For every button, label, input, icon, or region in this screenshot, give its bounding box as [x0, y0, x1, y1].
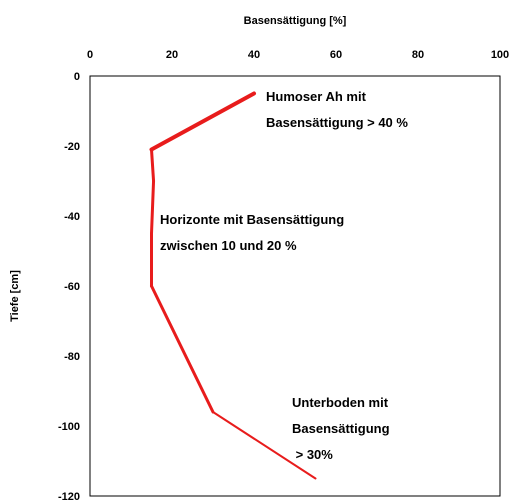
x-tick-label: 20 — [166, 49, 178, 61]
y-tick-label: -80 — [64, 351, 80, 363]
annotations: Humoser Ah mit Basensättigung > 40 % Horiz… — [160, 89, 408, 462]
annotation-line: zwischen 10 und 20 % — [160, 238, 297, 253]
x-tick-label: 80 — [412, 49, 424, 61]
y-tick-labels: 0 -20 -40 -60 -80 -100 -120 — [58, 71, 80, 503]
y-tick-label: -120 — [58, 491, 80, 503]
annotation-line: Unterboden mit — [292, 395, 389, 410]
annotation: Unterboden mit Basensättigung > 30% — [292, 395, 390, 462]
series-segment — [150, 148, 156, 183]
y-tick-label: 0 — [74, 71, 80, 83]
y-tick-label: -40 — [64, 211, 80, 223]
annotation: Horizonte mit Basensättigung zwischen 10 … — [160, 212, 344, 253]
series-segment — [150, 284, 215, 414]
x-tick-label: 100 — [491, 49, 509, 61]
annotation-line: Basensättigung > 40 % — [266, 115, 408, 130]
y-tick-label: -60 — [64, 281, 80, 293]
series-layer — [149, 91, 317, 480]
annotation-line: Humoser Ah mit — [266, 89, 367, 104]
y-tick-label: -20 — [64, 141, 80, 153]
annotation-line: > 30% — [292, 447, 333, 462]
y-axis-label: Tiefe [cm] — [9, 270, 21, 322]
annotation-line: Basensättigung — [292, 421, 390, 436]
series-segment — [150, 179, 156, 235]
x-tick-label: 0 — [87, 49, 93, 61]
x-tick-labels: 0 20 40 60 80 100 — [87, 49, 509, 61]
x-tick-label: 60 — [330, 49, 342, 61]
series-segment — [212, 411, 317, 480]
x-axis-label: Basensättigung [%] — [244, 15, 347, 27]
y-tick-label: -100 — [58, 421, 80, 433]
series-segment — [149, 91, 256, 152]
annotation: Humoser Ah mit Basensättigung > 40 % — [266, 89, 408, 130]
x-tick-label: 40 — [248, 49, 260, 61]
annotation-line: Horizonte mit Basensättigung — [160, 212, 344, 227]
